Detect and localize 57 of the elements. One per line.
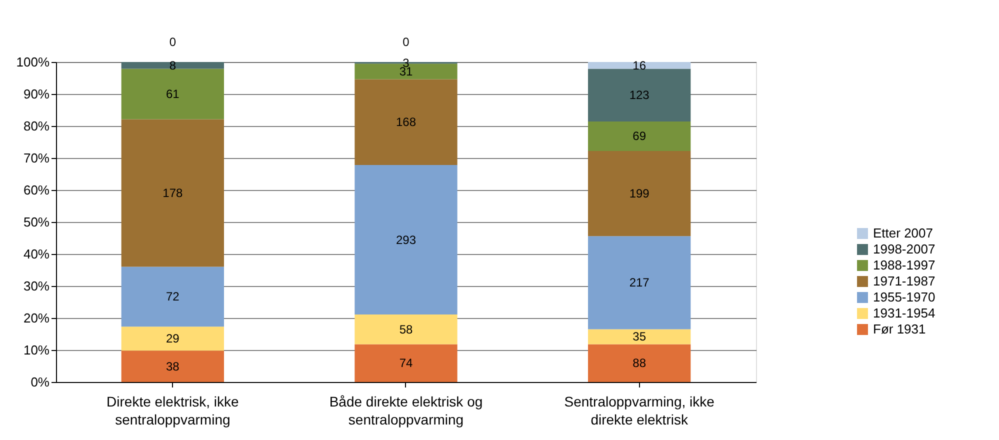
bar [354, 344, 458, 382]
x-tick-label: Direkte elektrisk, ikke sentraloppvarming [106, 394, 240, 428]
annotation: 178 [162, 186, 183, 200]
annotation: 199 [629, 186, 650, 201]
y-tick-label: 100% [16, 54, 50, 70]
annotation: 123 [629, 88, 650, 102]
bar [588, 68, 691, 122]
y-tick-label: 10% [23, 342, 50, 358]
y-tick-label: 80% [23, 118, 50, 134]
y-tick-label: 60% [23, 182, 50, 198]
bar [121, 266, 224, 327]
annotation: 72 [166, 290, 180, 304]
annotation: 58 [399, 322, 413, 336]
y-tick-label: 90% [23, 86, 50, 102]
bar [588, 329, 691, 344]
legend-label: 1931-1954 [873, 306, 936, 320]
bar [588, 62, 691, 69]
annotation: 217 [629, 276, 650, 290]
bar [354, 314, 458, 344]
bar [121, 326, 224, 351]
legend-label: 1971-1987 [873, 274, 936, 288]
bar [121, 350, 224, 382]
annotation: 88 [632, 356, 646, 370]
annotation: 16 [632, 58, 646, 72]
bar [354, 79, 458, 166]
y-tick-label: 50% [23, 214, 50, 230]
legend-label: 1998-2007 [873, 242, 936, 256]
bar [588, 150, 691, 236]
annotation: 293 [396, 232, 416, 247]
legend-label: Etter 2007 [873, 226, 933, 240]
annotation: 8 [169, 58, 176, 72]
annotation: 29 [166, 332, 180, 346]
legend-label: Før 1931 [873, 322, 926, 336]
bar [588, 122, 691, 151]
y-tick-label: 0% [30, 374, 50, 390]
x-tick-label: Sentraloppvarming, ikke direkte elektrisk [564, 394, 715, 428]
bar [121, 119, 224, 267]
annotation: 35 [632, 330, 646, 344]
annotation: 38 [166, 359, 180, 374]
text: 0 [402, 35, 410, 49]
legend-label: 1988-1997 [873, 258, 936, 272]
y-tick-label: 30% [23, 278, 50, 294]
bar [121, 68, 224, 120]
bar [354, 165, 458, 314]
annotation: 69 [632, 129, 646, 144]
y-tick-label: 40% [23, 246, 50, 262]
x-tick-label: Både direkte elektrisk og sentraloppvarming [329, 394, 483, 428]
legend-label: 1955-1970 [873, 290, 936, 304]
bar [588, 236, 691, 330]
text: 0 [169, 35, 176, 49]
annotation: 74 [399, 356, 413, 370]
annotation: 168 [396, 115, 416, 130]
y-tick-label: 20% [23, 310, 50, 326]
y-tick-label: 70% [23, 150, 50, 166]
bar [121, 62, 224, 69]
bar [588, 344, 691, 382]
annotation: 61 [166, 87, 180, 101]
